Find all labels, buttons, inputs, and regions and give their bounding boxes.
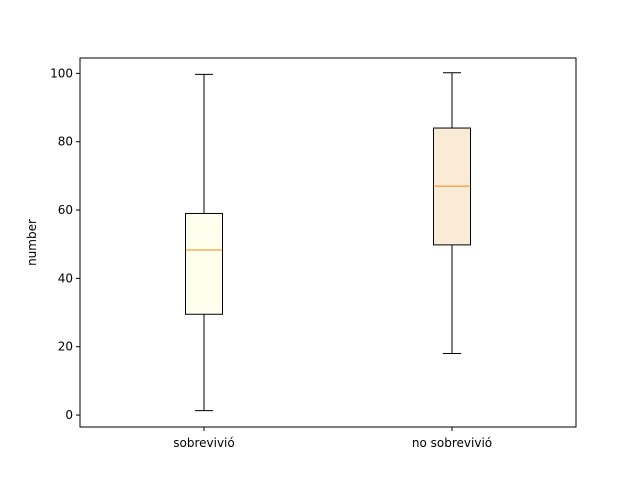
y-axis-label: number — [25, 219, 39, 266]
box-2 — [433, 72, 471, 355]
y-tick-label: 80 — [58, 135, 73, 149]
boxes-group — [185, 72, 471, 412]
y-tick-label: 0 — [65, 408, 73, 422]
iqr-box — [185, 212, 223, 315]
y-axis-ticks: 0 20 40 60 80 100 — [50, 66, 80, 422]
x-tick-label: sobrevivió — [173, 436, 234, 450]
y-tick-label: 20 — [58, 340, 73, 354]
plot-area-frame — [79, 57, 577, 428]
y-tick-label: 60 — [58, 203, 73, 217]
box-1 — [185, 73, 223, 412]
y-tick-label: 40 — [58, 271, 73, 285]
y-tick-label: 100 — [50, 66, 73, 80]
x-axis-ticks: sobrevivió no sobrevivió — [173, 427, 492, 450]
x-tick-label: no sobrevivió — [412, 436, 492, 450]
